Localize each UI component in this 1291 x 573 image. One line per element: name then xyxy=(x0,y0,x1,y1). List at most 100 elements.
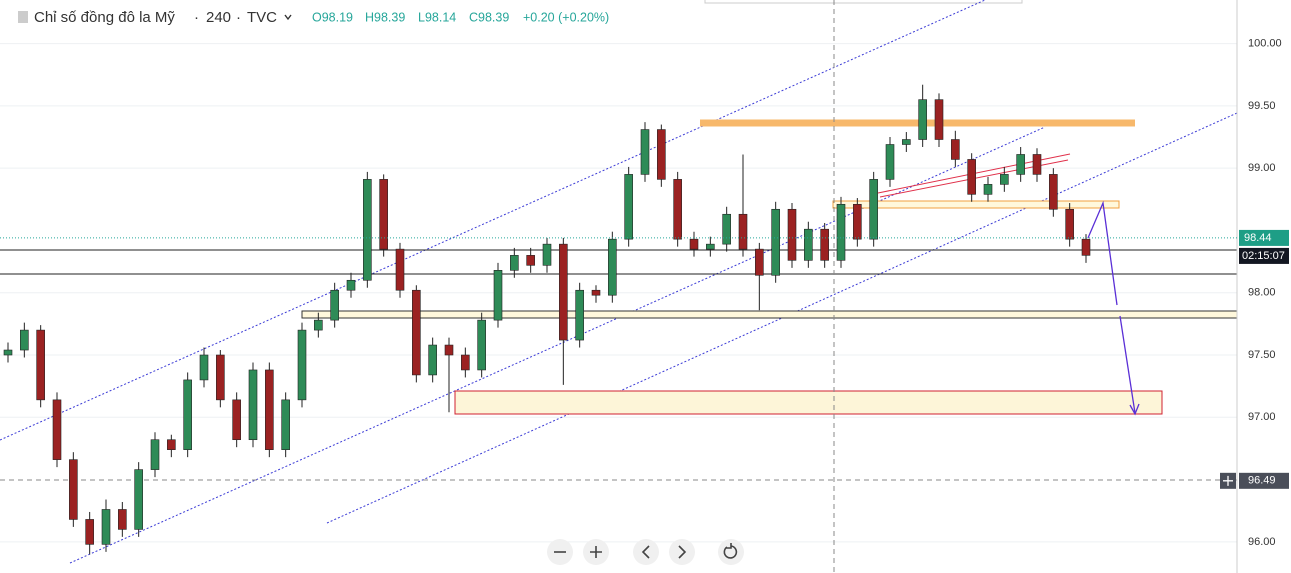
price-labels: 96.00 97.00 97.50 98.00 99.00 99.50 100.00 98.4… xyxy=(0,38,1289,548)
candle-body xyxy=(346,279,356,291)
candle-body xyxy=(412,289,421,376)
toolbar xyxy=(547,539,744,565)
candle-body xyxy=(101,509,111,545)
y-tick-label: 99.00 xyxy=(1248,162,1276,174)
candle-body xyxy=(706,243,715,250)
candle-body xyxy=(330,289,339,321)
icon xyxy=(723,543,738,559)
separator: · xyxy=(194,9,199,26)
candle-body xyxy=(575,289,584,341)
overlay-panel xyxy=(704,0,1023,4)
candle-body xyxy=(216,354,225,401)
plus-icon xyxy=(1223,475,1233,486)
candle-body xyxy=(608,238,617,296)
high: H98.39 xyxy=(365,10,405,24)
candle-body xyxy=(3,349,13,356)
candle-body xyxy=(689,238,699,250)
candle-body xyxy=(510,255,519,271)
candle-body xyxy=(1016,154,1025,175)
candle-body xyxy=(395,248,405,291)
candle-body xyxy=(820,228,829,261)
candle-body xyxy=(1081,238,1091,256)
candle-body xyxy=(869,179,878,240)
candle-body xyxy=(836,203,846,261)
candle-body xyxy=(673,179,682,240)
candle-body xyxy=(771,208,780,276)
y-tick-label: 99.50 xyxy=(1248,100,1276,112)
drawings xyxy=(0,0,1238,573)
candle-body xyxy=(918,99,927,140)
candle-body xyxy=(183,379,192,450)
crosshair-label: 96.49 xyxy=(1248,475,1276,487)
countdown-box xyxy=(1239,247,1289,264)
symbol-icon xyxy=(18,11,28,23)
candle-body xyxy=(755,248,764,276)
candle-body xyxy=(591,289,601,296)
candle-body xyxy=(934,99,944,140)
candle-body xyxy=(265,369,274,450)
low: L98.14 xyxy=(418,10,456,24)
candle-body xyxy=(1065,208,1074,240)
candle-body xyxy=(542,243,552,266)
candle-body xyxy=(559,243,568,341)
chevron[interactable] xyxy=(284,14,292,21)
symbol[interactable]: Chỉ số đồng đô la Mỹ xyxy=(34,9,175,26)
arrow xyxy=(1119,315,1136,414)
icon xyxy=(641,545,650,559)
candle-body xyxy=(52,399,62,460)
candle-body xyxy=(526,255,535,266)
separator: · xyxy=(236,9,241,26)
candle-body xyxy=(885,144,895,180)
candle-body xyxy=(69,459,78,520)
candle-body xyxy=(297,329,307,401)
zone xyxy=(454,390,1163,415)
candle-body xyxy=(428,344,437,376)
candle-body xyxy=(281,399,290,450)
crosshair-box xyxy=(1239,472,1289,489)
candle-body xyxy=(248,369,258,441)
candle-body xyxy=(1032,154,1042,175)
candle-body xyxy=(444,344,454,356)
last-price-label: 98.44 xyxy=(1244,232,1272,244)
candle-body xyxy=(624,174,633,240)
candle-body xyxy=(1000,174,1009,185)
grid xyxy=(0,43,1237,543)
candle-body xyxy=(20,329,29,351)
candle-body xyxy=(379,179,388,250)
change: +0.20 (+0.20%) xyxy=(523,10,609,24)
candle-body xyxy=(804,228,813,261)
y-tick-label: 97.50 xyxy=(1248,349,1276,361)
candle-body xyxy=(150,439,160,470)
y-tick-label: 97.00 xyxy=(1248,411,1276,423)
candle-body xyxy=(738,213,748,250)
arrow xyxy=(1087,200,1118,306)
icon xyxy=(678,545,687,559)
candle-body xyxy=(902,139,911,145)
source: TVC xyxy=(247,9,277,26)
reset[interactable] xyxy=(718,539,744,565)
interval[interactable]: 240 xyxy=(206,9,231,26)
y-tick-label: 100.00 xyxy=(1248,38,1282,50)
candle-body xyxy=(461,354,470,371)
arrow-head xyxy=(1129,403,1140,416)
y-tick-label: 96.00 xyxy=(1248,536,1276,548)
open: O98.19 xyxy=(312,10,353,24)
scroll-right[interactable] xyxy=(669,539,695,565)
candle-body xyxy=(657,129,666,180)
candle-body xyxy=(1049,174,1058,210)
candle-body xyxy=(232,399,241,441)
candle-body xyxy=(363,179,372,281)
candle-body xyxy=(85,519,94,545)
y-tick-label: 98.00 xyxy=(1248,287,1276,299)
scroll-left[interactable] xyxy=(633,539,659,565)
last-price-box xyxy=(1239,229,1289,246)
candle-body xyxy=(853,203,862,240)
countdown: 02:15:07 xyxy=(1242,250,1285,262)
candle-body xyxy=(951,139,960,160)
candle-body xyxy=(983,184,993,195)
legend: Chỉ số đồng đô la Mỹ · 240 · TVC O98.19 … xyxy=(18,9,609,26)
close: C98.39 xyxy=(469,10,509,24)
candle-body xyxy=(493,270,503,321)
